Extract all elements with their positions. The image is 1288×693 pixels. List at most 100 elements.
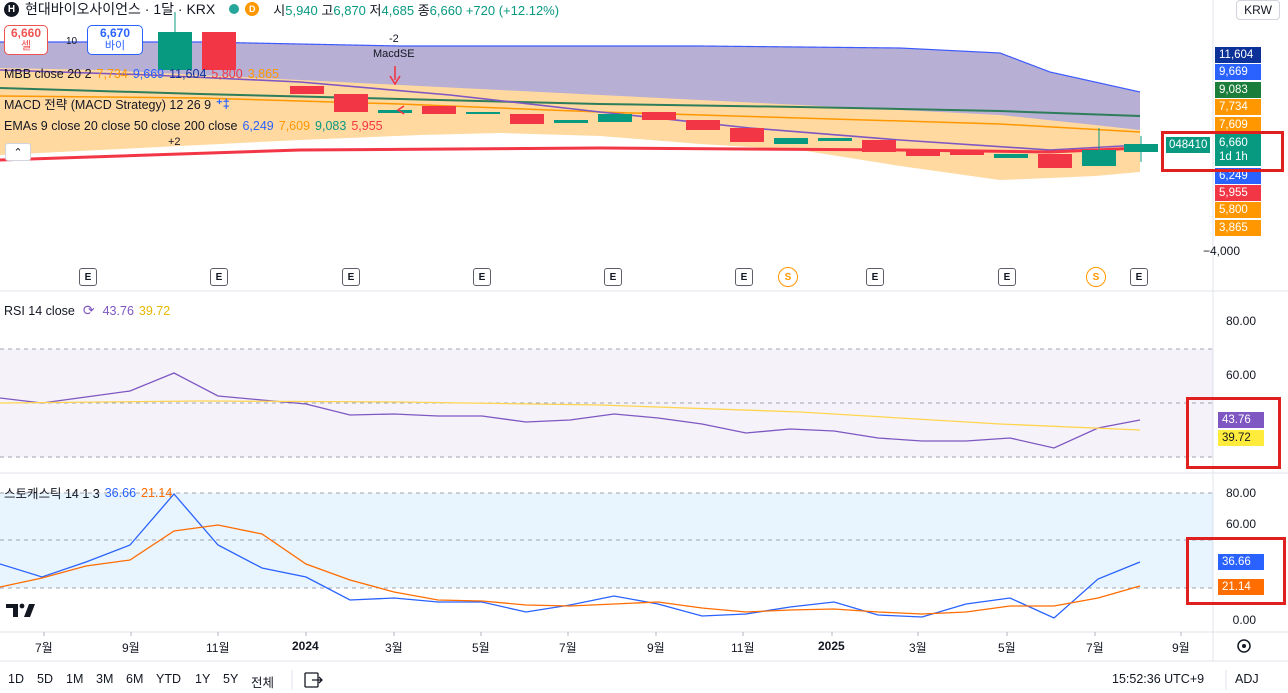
sell-label: 셀 — [20, 40, 32, 52]
range-ytd-button[interactable]: YTD — [156, 672, 181, 686]
candle — [422, 106, 456, 114]
highlight-box — [1186, 537, 1286, 605]
mbb-legend[interactable]: MBB close 20 2 7,734 9,669 11,604 5,800 … — [4, 67, 279, 81]
time-axis-label: 7월 — [35, 641, 53, 655]
price-tag-ema20: 7,609 — [1215, 117, 1261, 133]
candle — [686, 120, 720, 130]
clock-timezone[interactable]: 15:52:36 UTC+9 — [1112, 672, 1205, 686]
time-axis-label: 5월 — [472, 641, 490, 655]
candle — [906, 150, 940, 156]
range-all-button[interactable]: 전체 — [251, 676, 275, 690]
collapse-legend-button[interactable]: ⌃ — [5, 143, 31, 161]
range-5d-button[interactable]: 5D — [37, 672, 53, 686]
candle — [950, 152, 984, 155]
stoch-legend[interactable]: 스토캐스틱 14 1 3 36.66 21.14 — [4, 483, 172, 502]
rsi-axis-tick: 60.00 — [1225, 368, 1256, 382]
symbol-title[interactable]: 현대바이오사이언스 · 1달 · KRX — [25, 1, 216, 17]
tradingview-logo-icon — [6, 603, 35, 617]
candles — [158, 12, 1158, 168]
candle — [774, 138, 808, 144]
add-alert-icon[interactable]: ⁺‡ — [216, 97, 230, 111]
price-tag-ema200: 5,955 — [1215, 185, 1261, 201]
time-axis-label: 3월 — [909, 641, 927, 655]
buy-price: 6,670 — [99, 26, 131, 40]
time-axis-label: 7월 — [559, 641, 577, 655]
rsi-legend[interactable]: RSI 14 close ⟳ 43.76 39.72 — [4, 302, 170, 319]
ema-value: 7,609 — [278, 119, 311, 133]
time-axis[interactable] — [0, 632, 1213, 661]
ticker-tag: 048410 — [1166, 137, 1211, 153]
time-axis-label: 9월 — [122, 641, 140, 655]
ohlc-values: 시5,940 고6,870 저4,685 종6,660 +720 (+12.12… — [273, 2, 560, 18]
range-1y-button[interactable]: 1Y — [195, 672, 211, 686]
ema-legend[interactable]: EMAs 9 close 20 close 50 close 200 close… — [4, 119, 383, 133]
time-axis-label: 11월 — [206, 641, 230, 655]
earnings-event-icon[interactable]: E — [604, 268, 622, 286]
range-1m-button[interactable]: 1M — [66, 672, 84, 686]
gear-icon — [1237, 639, 1251, 653]
buy-button[interactable]: 6,670 바이 — [87, 25, 143, 55]
stoch-axis-tick: 60.00 — [1225, 517, 1256, 531]
rsi-line — [0, 372, 1141, 449]
rsi-legend-title: RSI 14 close — [4, 303, 75, 318]
range-1d-button[interactable]: 1D — [8, 672, 24, 686]
range-5y-button[interactable]: 5Y — [223, 672, 239, 686]
ema-9-line — [0, 69, 1141, 151]
candle — [202, 32, 236, 70]
earnings-event-icon[interactable]: E — [866, 268, 884, 286]
range-3m-button[interactable]: 3M — [96, 672, 114, 686]
buy-label: 바이 — [104, 40, 126, 52]
time-axis-label: 11월 — [731, 641, 755, 655]
split-event-icon[interactable]: S — [778, 267, 798, 287]
earnings-event-icon[interactable]: E — [342, 268, 360, 286]
ema-value: 5,955 — [351, 119, 383, 133]
price-change: +720 (+12.12%) — [465, 2, 560, 18]
highlight-box — [1186, 397, 1281, 469]
split-event-icon[interactable]: S — [1086, 267, 1106, 287]
time-axis-label: 5월 — [998, 641, 1016, 655]
signal-number: -2 — [389, 33, 399, 45]
countdown: 1d 1h — [1219, 151, 1248, 163]
mbb-value: 3,865 — [247, 67, 279, 81]
earnings-event-icon[interactable]: E — [79, 268, 97, 286]
spread-value: 10 — [66, 36, 78, 47]
adj-button[interactable]: ADJ — [1235, 672, 1259, 686]
mbb-value: 11,604 — [169, 67, 207, 81]
earnings-event-icon[interactable]: E — [473, 268, 491, 286]
stoch-k-value: 36.66 — [104, 485, 137, 500]
refresh-icon[interactable]: ⟳ — [82, 302, 95, 318]
range-6m-button[interactable]: 6M — [126, 672, 144, 686]
candle — [510, 114, 544, 124]
earnings-event-icon[interactable]: E — [998, 268, 1016, 286]
candle — [466, 112, 500, 114]
stoch-axis-tick: 80.00 — [1225, 486, 1256, 500]
market-open-dot-icon — [229, 4, 240, 14]
candle — [1038, 154, 1072, 168]
mbb-value: 7,734 — [96, 67, 128, 81]
time-axis-label: 9월 — [647, 641, 665, 655]
ema-value: 6,249 — [242, 119, 274, 133]
ema-50-line — [0, 87, 1141, 117]
time-axis-label: 2025 — [818, 639, 845, 653]
time-axis-label: 9월 — [1172, 641, 1190, 655]
last-price: 6,660 — [1219, 137, 1248, 149]
macd-legend[interactable]: MACD 전략 (MACD Strategy) 12 26 9 ⁺‡ — [4, 94, 230, 113]
earnings-event-icon[interactable]: E — [1130, 268, 1148, 286]
sell-button[interactable]: 6,660 셀 — [4, 25, 48, 55]
candle — [862, 140, 896, 152]
earnings-event-icon[interactable]: E — [210, 268, 228, 286]
symbol-header[interactable]: H 현대바이오사이언스 · 1달 · KRX D 시5,940 고6,870 저… — [4, 0, 559, 18]
stoch-axis-tick: 0.00 — [1232, 613, 1256, 627]
price-tag-ema50: 9,083 — [1215, 82, 1261, 98]
signal-label: MacdSE — [373, 48, 415, 60]
rsi-ma-value: 39.72 — [138, 303, 171, 318]
stoch-band — [0, 493, 1213, 588]
symbol-logo-icon: H — [4, 1, 19, 17]
delayed-data-icon: D — [245, 2, 260, 16]
rsi-ma-value-tag: 39.72 — [1218, 430, 1264, 446]
price-tag-ema9: 6,249 — [1215, 168, 1261, 184]
macd-legend-title: MACD 전략 (MACD Strategy) 12 26 9 — [4, 98, 212, 112]
earnings-event-icon[interactable]: E — [735, 268, 753, 286]
currency-button[interactable]: KRW — [1236, 0, 1280, 20]
